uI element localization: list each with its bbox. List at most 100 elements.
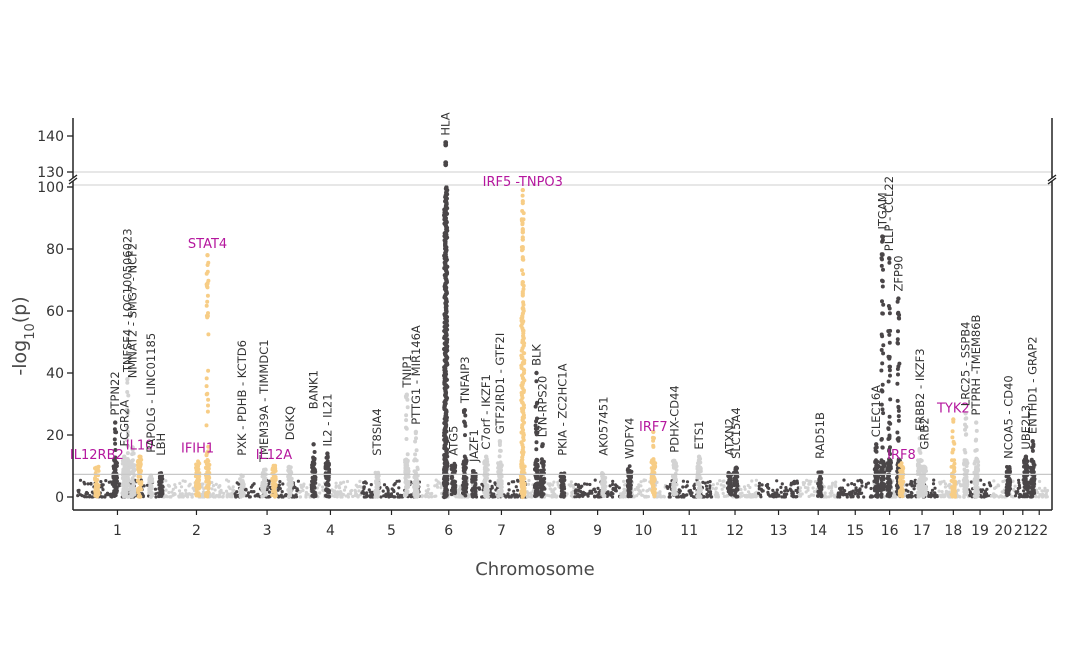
peak-point (965, 460, 970, 465)
peak-point (113, 493, 118, 498)
noise-point (296, 479, 300, 483)
peak-point (879, 332, 884, 337)
highlight-layer (93, 187, 958, 500)
noise-point (969, 480, 974, 484)
noise-point (574, 482, 578, 486)
peak-point (698, 460, 703, 465)
noise-point (856, 495, 861, 499)
noise-point (85, 495, 89, 499)
noise-point (382, 483, 387, 487)
noise-point (613, 488, 618, 492)
peak-point (113, 468, 118, 472)
peak-point (120, 461, 125, 466)
noise-point (806, 486, 810, 490)
peak-point (206, 311, 210, 316)
noise-point (265, 488, 269, 492)
peak-point (886, 426, 891, 431)
peak-point (561, 475, 566, 480)
noise-point (930, 488, 935, 492)
noise-point (334, 481, 338, 485)
noise-point (550, 494, 554, 498)
noise-point (761, 489, 765, 493)
x-tick-label: 11 (680, 523, 698, 539)
noise-point (578, 485, 582, 489)
noise-point (215, 494, 219, 498)
peak-point (696, 480, 701, 485)
noise-point (718, 479, 722, 483)
irf5-point (520, 230, 525, 235)
peak-point (895, 367, 900, 371)
noise-point (292, 494, 296, 498)
noise-point (164, 488, 168, 492)
noise-point (1001, 490, 1005, 494)
peak-point (962, 458, 967, 463)
noise-point (1022, 489, 1026, 493)
peak-point (404, 481, 409, 485)
peak-point (542, 468, 546, 472)
peak-point (539, 482, 544, 486)
peak-point (888, 373, 892, 378)
noise-point (615, 484, 619, 488)
noise-point (690, 491, 694, 495)
noise-point (659, 495, 663, 499)
noise-point (714, 486, 718, 490)
peak-point (120, 491, 125, 496)
peak-point (196, 462, 201, 466)
noise-point (321, 485, 325, 489)
noise-point (592, 494, 597, 498)
x-tick-label: 1 (113, 523, 122, 539)
peak-top-point (540, 442, 545, 447)
peak-point (113, 486, 118, 491)
noise-point (252, 490, 256, 494)
irf5-point (520, 293, 525, 298)
noise-point (757, 491, 761, 495)
noise-point (780, 482, 784, 486)
noise-point (909, 479, 913, 484)
noise-point (609, 493, 613, 497)
peak-point (404, 488, 409, 493)
peak-point (404, 418, 409, 423)
peak-top-point (1023, 454, 1029, 459)
peak-point (288, 493, 292, 498)
noise-point (488, 479, 492, 483)
noise-point (490, 486, 494, 490)
peak-point (895, 430, 900, 435)
peak-point (952, 494, 957, 498)
peak-point (113, 455, 118, 460)
noise-point (1019, 494, 1023, 498)
noise-point (398, 493, 402, 497)
peak-point (95, 482, 100, 487)
peak-point (405, 466, 410, 471)
noise-point (790, 494, 794, 498)
noise-point (101, 483, 105, 487)
noise-point (342, 488, 347, 492)
noise-point (246, 491, 251, 495)
noise-point (839, 490, 843, 494)
peak-point (918, 450, 923, 455)
x-tick-label: 14 (809, 523, 827, 539)
peak-point (879, 263, 884, 268)
peak-point (288, 484, 292, 488)
x-tick-label: 19 (971, 523, 989, 539)
noise-point (357, 489, 361, 493)
peak-point (486, 494, 490, 499)
peak-point (129, 479, 134, 484)
x-tick-label: 7 (497, 523, 506, 539)
peak-point (626, 485, 631, 490)
noise-point (768, 494, 772, 498)
noise-point (849, 492, 853, 496)
noise-point (870, 494, 874, 498)
peak-point (735, 487, 740, 492)
x-tick-label: 9 (593, 523, 602, 539)
noise-point (993, 486, 997, 490)
noise-point (842, 488, 846, 492)
noise-point (982, 483, 986, 487)
noise-point (941, 493, 945, 497)
noise-point (526, 482, 531, 486)
noise-point (368, 495, 372, 499)
peak-point (325, 460, 330, 464)
noise-point (708, 490, 713, 494)
peak-point (886, 304, 891, 308)
noise-point (1040, 489, 1044, 493)
peak-point (159, 480, 164, 484)
